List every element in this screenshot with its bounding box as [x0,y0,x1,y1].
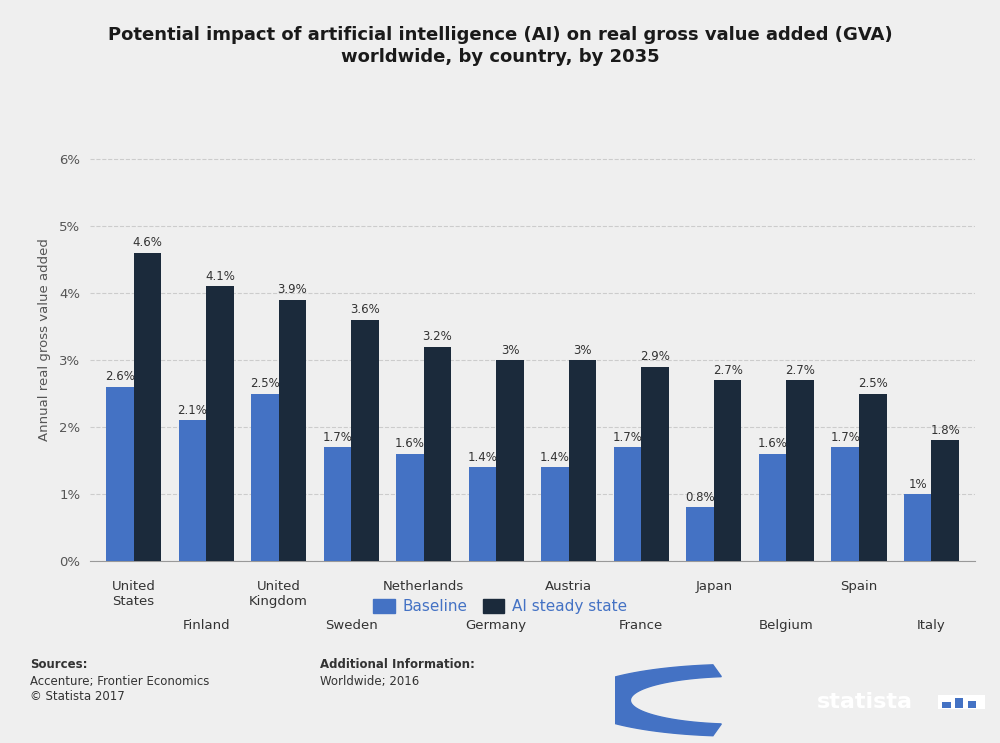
Bar [351,319,379,561]
Bar [714,380,741,561]
Text: 1.4%: 1.4% [540,451,570,464]
Bar [859,394,887,561]
Bar [786,380,814,561]
Text: statista: statista [817,692,913,712]
Text: Accenture; Frontier Economics
© Statista 2017: Accenture; Frontier Economics © Statista… [30,675,209,703]
Bar [831,447,859,561]
Text: 1.4%: 1.4% [468,451,497,464]
Text: Netherlands: Netherlands [383,580,464,594]
Bar [424,347,451,561]
FancyBboxPatch shape [968,701,976,707]
Text: 3.2%: 3.2% [423,331,452,343]
Bar [496,360,524,561]
Text: Worldwide; 2016: Worldwide; 2016 [320,675,419,687]
Text: Finland: Finland [182,620,230,632]
Bar [686,507,714,561]
Text: 2.5%: 2.5% [250,377,280,390]
Bar [759,454,786,561]
Text: Additional Information:: Additional Information: [320,658,475,670]
Text: Austria: Austria [545,580,592,594]
Text: Potential impact of artificial intelligence (AI) on real gross value added (GVA): Potential impact of artificial intellige… [108,26,892,44]
Text: 3.6%: 3.6% [350,303,380,317]
Bar [614,447,641,561]
Text: 1%: 1% [908,478,927,490]
FancyBboxPatch shape [938,695,985,709]
Text: 3.9%: 3.9% [278,283,307,296]
Polygon shape [577,665,721,736]
Text: Italy: Italy [917,620,946,632]
Bar [641,367,669,561]
Bar [251,394,279,561]
Bar [904,494,931,561]
Bar [931,441,959,561]
Text: 1.7%: 1.7% [613,431,642,444]
Bar [324,447,351,561]
Bar [206,286,234,561]
Text: 3%: 3% [501,344,519,357]
Text: 2.9%: 2.9% [640,351,670,363]
Text: worldwide, by country, by 2035: worldwide, by country, by 2035 [341,48,659,66]
Text: Sweden: Sweden [325,620,378,632]
FancyBboxPatch shape [942,702,951,707]
Legend: Baseline, AI steady state: Baseline, AI steady state [367,592,633,620]
Bar [469,467,496,561]
Text: 1.7%: 1.7% [322,431,352,444]
Text: Belgium: Belgium [759,620,814,632]
Bar [134,253,161,561]
Text: Germany: Germany [466,620,527,632]
Bar [178,421,206,561]
Text: 1.6%: 1.6% [758,438,788,450]
Text: 2.6%: 2.6% [105,371,135,383]
Text: 2.7%: 2.7% [713,364,743,377]
Bar [106,387,134,561]
Text: United
States: United States [112,580,155,609]
Text: 2.1%: 2.1% [177,404,207,417]
Text: Spain: Spain [840,580,878,594]
Y-axis label: Annual real gross value added: Annual real gross value added [38,239,51,441]
FancyBboxPatch shape [955,698,963,707]
Bar [541,467,569,561]
Text: 1.8%: 1.8% [930,424,960,437]
Bar [279,299,306,561]
Text: 0.8%: 0.8% [685,491,715,504]
Text: 4.1%: 4.1% [205,270,235,283]
Text: 3%: 3% [573,344,592,357]
Text: Japan: Japan [695,580,732,594]
Text: 1.6%: 1.6% [395,438,425,450]
Text: France: France [619,620,663,632]
Bar [396,454,424,561]
Bar [569,360,596,561]
Text: United
Kingdom: United Kingdom [249,580,308,609]
Text: 4.6%: 4.6% [132,236,162,250]
Text: 1.7%: 1.7% [830,431,860,444]
Text: 2.5%: 2.5% [858,377,888,390]
Text: Sources:: Sources: [30,658,88,670]
Text: 2.7%: 2.7% [785,364,815,377]
